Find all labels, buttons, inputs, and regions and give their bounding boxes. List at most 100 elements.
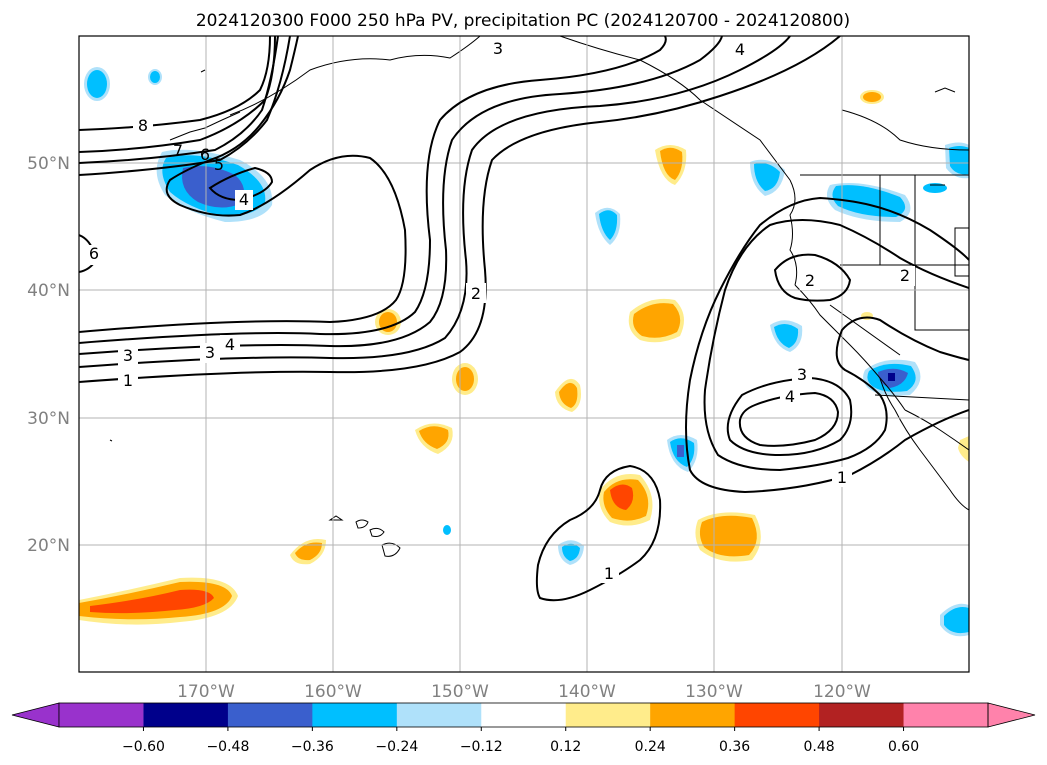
colorbar-tick-label: 0.36: [719, 739, 750, 755]
clabel-bg: [118, 370, 138, 390]
pv-contour: [79, 36, 279, 164]
clabel-bg: [832, 467, 852, 487]
precip-blob: [754, 163, 780, 191]
pv-contour: [79, 36, 407, 333]
pv-contour: [208, 166, 274, 202]
lon-tick-label: 120°W: [813, 682, 871, 702]
gridlines: [79, 36, 969, 672]
lon-tick-label: 160°W: [304, 682, 362, 702]
colorbar-tick-label: −0.48: [206, 739, 249, 755]
precip-blob: [888, 373, 895, 381]
lat-tick-label: 20°N: [27, 536, 70, 556]
coastlines: [109, 36, 969, 557]
colorbar-tick-label: −0.60: [122, 739, 165, 755]
contour-label: 3: [123, 346, 133, 365]
coast-baja: [879, 377, 969, 511]
precip-blob: [599, 210, 618, 240]
lat-tick-label: 40°N: [27, 281, 70, 301]
map-title: 2024120300 F000 250 hPa PV, precipitatio…: [196, 11, 850, 31]
coast-mexico: [904, 409, 969, 451]
hawaii-island: [381, 542, 401, 557]
pv-contour: [79, 36, 271, 131]
contour-labels: 1 1 1 2 2 2 3 3 3 3 4 4 4 4: [85, 39, 915, 583]
pv-contour: [79, 36, 276, 153]
precip-blob: [559, 382, 578, 408]
hawaii-island: [355, 519, 369, 529]
precip-blob: [295, 542, 322, 561]
coast-alaska-peninsula: [229, 36, 481, 116]
colorbar-outline: [58, 702, 989, 728]
precip-blob: [379, 312, 397, 332]
pv-contour: [703, 219, 969, 472]
contour-label: 2: [805, 271, 815, 290]
contour-label: 6: [89, 244, 99, 263]
clabel-bg: [792, 365, 812, 385]
map-frame: [78, 35, 970, 673]
precip-blob: [443, 525, 451, 535]
contour-label: 7: [173, 141, 183, 160]
colorbar-segment: [143, 703, 229, 727]
border-alaska: [841, 36, 969, 151]
lat-tick-label: 30°N: [27, 409, 70, 429]
hawaii-island: [369, 527, 385, 537]
colorbar-segments: [59, 703, 988, 727]
coast-island: [200, 69, 206, 73]
precip-blob: [610, 484, 634, 510]
contour-label: 2: [471, 284, 481, 303]
contour-label: 8: [138, 116, 148, 135]
precip-blob: [562, 543, 580, 561]
coast-california: [794, 284, 906, 411]
contour-label: 6: [200, 145, 210, 164]
precip-blob: [633, 303, 681, 338]
precip-blob: [87, 70, 107, 98]
contour-label: 1: [123, 371, 133, 390]
contour-label: 3: [205, 343, 215, 362]
contour-label: 1: [604, 564, 614, 583]
clabel-bg: [800, 270, 820, 290]
precipitation-shading: [79, 67, 969, 637]
colorbar-segment: [312, 703, 398, 727]
clabel-bg: [220, 335, 240, 355]
coast-island: [954, 227, 969, 277]
clabel-bg: [133, 116, 153, 136]
colorbar-tick-label: −0.24: [375, 739, 418, 755]
clabel-bg: [85, 245, 101, 265]
contour-label: 4: [239, 190, 249, 209]
pv-contour: [79, 36, 791, 368]
colorbar-tick-label: −0.36: [291, 739, 334, 755]
pv-contour: [79, 36, 723, 355]
colorbar-segment: [903, 703, 988, 727]
precip-blob: [660, 147, 683, 180]
colorbar-segment: [396, 703, 482, 727]
clabel-bg: [235, 190, 253, 210]
precip-blob: [958, 436, 969, 462]
colorbar-segment: [227, 703, 313, 727]
colorbar-segment: [565, 703, 651, 727]
colorbar-tick-label: 0.48: [804, 739, 835, 755]
clabel-bg: [895, 266, 915, 286]
pv-contour: [79, 36, 841, 383]
precip-blob: [456, 367, 474, 391]
contour-label: 3: [797, 365, 807, 384]
colorbar-segment: [734, 703, 820, 727]
precip-blob: [863, 92, 881, 102]
contour-label: 5: [214, 155, 224, 174]
colorbar-segment: [650, 703, 736, 727]
colorbar-tick-label: −0.12: [460, 739, 503, 755]
clabel-bg: [780, 387, 800, 407]
contour-label: 4: [785, 387, 795, 406]
lon-tick-label: 170°W: [177, 682, 235, 702]
pv-contour: [685, 196, 969, 494]
pv-contour: [738, 391, 840, 447]
clabel-bg: [599, 563, 619, 583]
colorbar-min-extend: [11, 702, 60, 728]
precip-blob: [419, 426, 449, 449]
colorbar-max-extend: [987, 702, 1036, 728]
longitude-tick-labels: 170°W 160°W 150°W 140°W 130°W 120°W: [177, 682, 871, 702]
precip-blob: [677, 445, 684, 457]
colorbar-segment: [59, 703, 144, 727]
contour-label: 4: [225, 335, 235, 354]
lat-tick-label: 50°N: [27, 154, 70, 174]
coast-bc: [789, 179, 798, 286]
